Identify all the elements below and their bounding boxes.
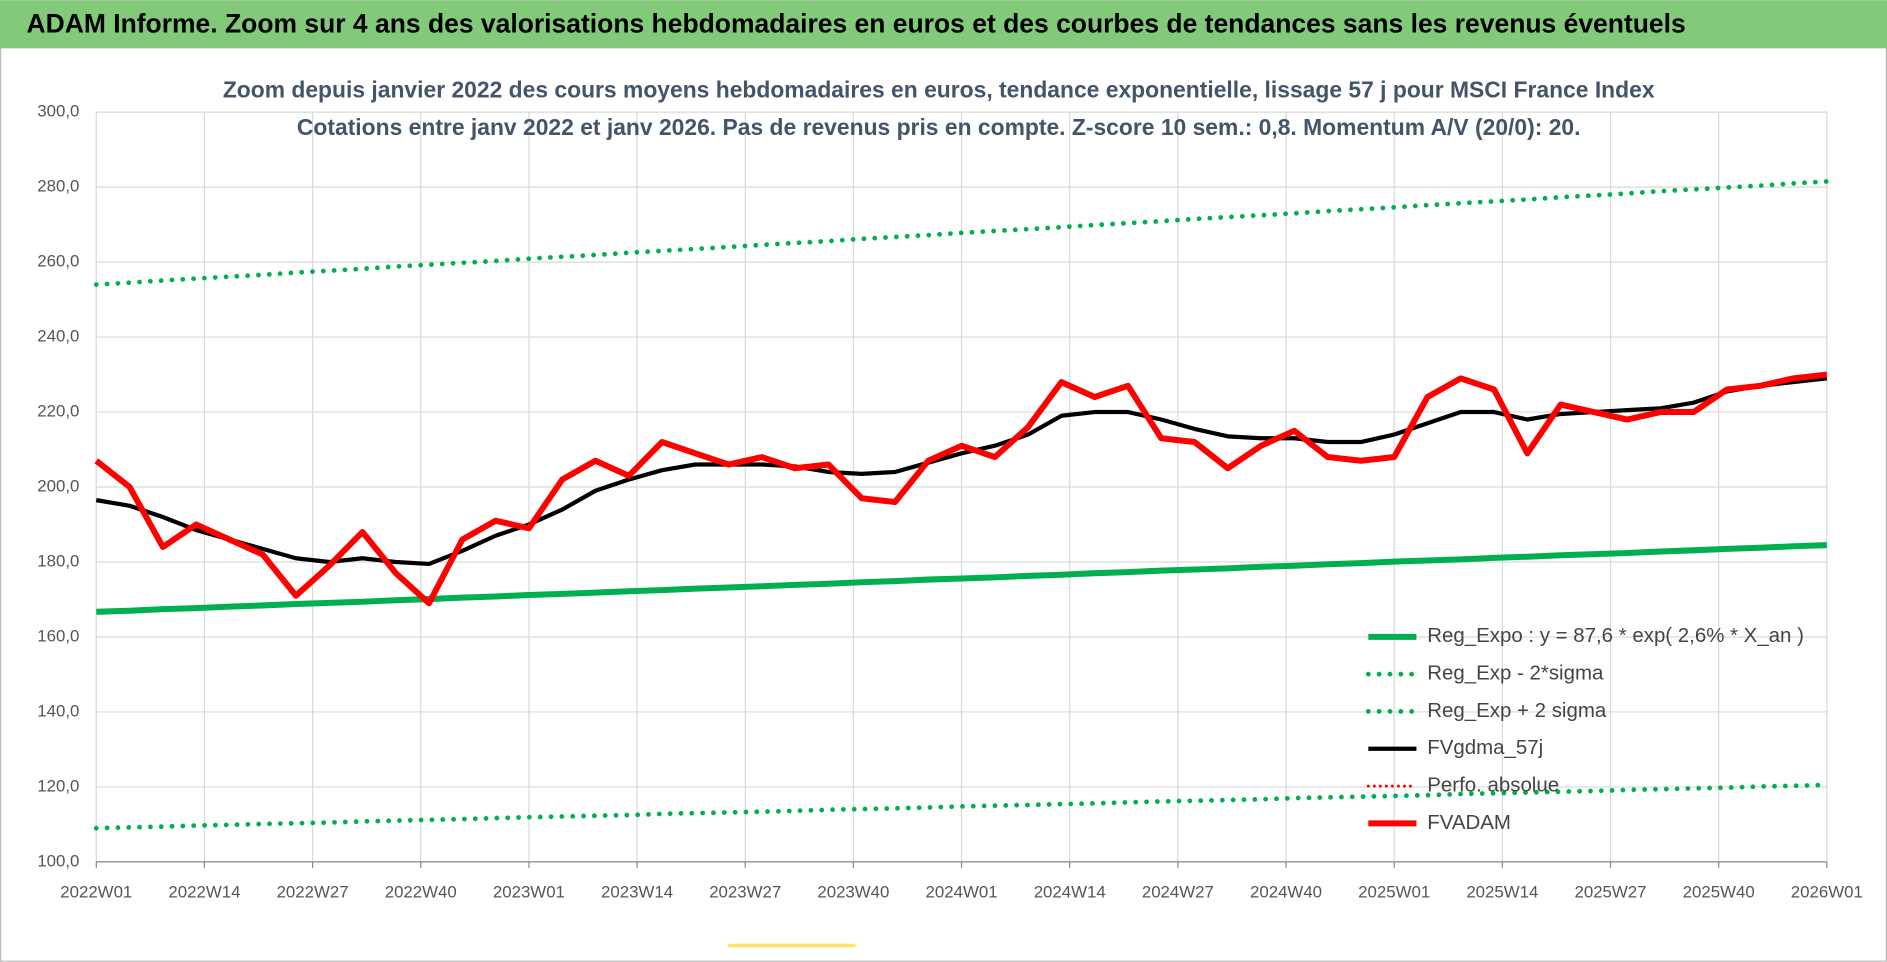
y-tick-label: 120,0 (37, 776, 79, 795)
y-tick-label: 240,0 (37, 327, 79, 346)
x-tick-label: 2023W14 (601, 883, 673, 902)
chart-subtitle: Cotations entre janv 2022 et janv 2026. … (297, 114, 1581, 140)
x-tick-label: 2023W40 (817, 883, 889, 902)
x-tick-label: 2024W40 (1250, 883, 1322, 902)
accent (728, 943, 856, 948)
y-tick-label: 160,0 (37, 626, 79, 645)
series-line (93, 179, 1830, 288)
x-tick-label: 2022W14 (168, 883, 240, 902)
legend-label: Reg_Expo : y = 87,6 * exp( 2,6% * X_an ) (1427, 624, 1804, 647)
x-tick-label: 2025W14 (1466, 883, 1538, 902)
x-tick-label: 2026W01 (1791, 883, 1863, 902)
legend-label: Perfo. absolue (1427, 773, 1559, 796)
series-line (96, 542, 1827, 615)
x-tick-label: 2023W27 (709, 883, 781, 902)
x-tick-label: 2024W27 (1142, 883, 1214, 902)
y-tick-label: 180,0 (37, 551, 79, 570)
y-tick-label: 280,0 (37, 177, 79, 196)
x-tick-label: 2025W40 (1683, 883, 1755, 902)
legend-label: Reg_Exp + 2 sigma (1427, 699, 1607, 722)
x-tick-label: 2025W01 (1358, 883, 1430, 902)
series-line (94, 371, 1828, 607)
series-line (93, 782, 1830, 831)
x-tick-label: 2022W01 (60, 883, 132, 902)
legend-label: FVgdma_57j (1427, 736, 1543, 759)
y-tick-label: 200,0 (37, 476, 79, 495)
legend-label: FVADAM (1427, 811, 1511, 834)
y-tick-label: 140,0 (37, 701, 79, 720)
x-tick-label: 2022W40 (385, 883, 457, 902)
x-tick-label: 2024W14 (1034, 883, 1106, 902)
y-tick-label: 100,0 (37, 851, 79, 870)
y-tick-label: 300,0 (37, 102, 79, 121)
legend-label: Reg_Exp - 2*sigma (1427, 662, 1604, 685)
y-tick-label: 260,0 (37, 252, 79, 271)
y-tick-label: 220,0 (37, 401, 79, 420)
chart-title: Zoom depuis janvier 2022 des cours moyen… (223, 77, 1655, 103)
x-tick-label: 2022W27 (277, 883, 349, 902)
x-tick-label: 2025W27 (1574, 883, 1646, 902)
header-title: ADAM Informe. Zoom sur 4 ans des valoris… (26, 8, 1685, 38)
header-bar (0, 0, 1887, 49)
x-tick-label: 2023W01 (493, 883, 565, 902)
x-tick-label: 2024W01 (926, 883, 998, 902)
